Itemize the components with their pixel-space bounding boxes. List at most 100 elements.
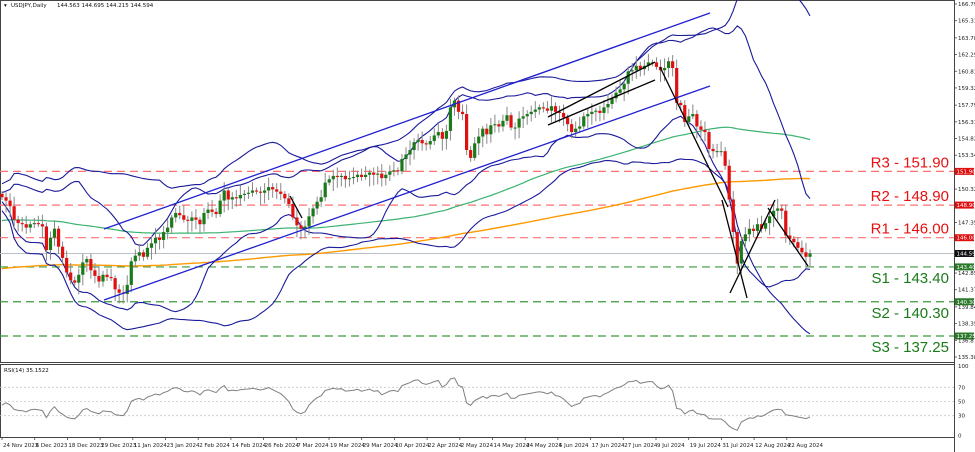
candle [194,209,198,230]
trend-line-down-2[interactable] [721,199,748,299]
candle [646,53,650,71]
candle [238,185,242,206]
candle [178,205,182,220]
candle [16,215,20,232]
level-price-tag [955,332,974,340]
price-tick-label: 166.795 [958,2,975,8]
candle [267,177,271,201]
price-tick-label: 163.780 [958,36,975,42]
trend-line-short[interactable] [289,195,303,219]
candle [32,218,36,229]
candle [683,100,687,127]
trend-line-up-2[interactable] [547,79,656,126]
rsi-line [1,377,811,431]
candle [497,120,501,133]
date-tick-label: 17 Jun 2024 [592,443,626,449]
level-price-tag [955,298,974,306]
candle [40,214,44,239]
candle [654,57,659,70]
date-tick-label: 19 Jul 2024 [690,443,722,449]
candle [73,276,77,286]
candle [525,110,529,125]
candle [149,236,154,260]
trend-line-down-3[interactable] [767,207,809,267]
date-tick-label: 22 Apr 2024 [428,443,463,449]
candle [808,249,812,268]
rsi-plot-frame [0,364,955,438]
price-tick-label: 150.325 [958,187,975,193]
candle [162,225,166,249]
level-price-tag [955,167,974,175]
candle [594,107,598,122]
price-tick-label: 142.855 [958,271,975,277]
candle [351,167,356,185]
level-price-tag-text: 146.000 [957,236,975,242]
price-tick-label: 138.355 [958,322,975,328]
candle [141,249,145,261]
candle [24,215,28,234]
level-label-r1: R1 - 146.00 [871,221,949,238]
candle [271,183,275,198]
candle [81,253,85,286]
symbol-dropdown-icon[interactable]: ▾ [4,3,7,9]
trend-line-down-1[interactable] [659,66,729,208]
candle [796,237,800,252]
candle [218,194,222,217]
candle [485,123,489,144]
candle [275,183,279,199]
candle [436,122,440,139]
price-tick-label: 165.310 [958,19,975,25]
date-tick-label: 14 Feb 2024 [232,443,267,449]
candle [489,118,493,143]
candle [339,173,343,187]
candle [287,193,291,208]
candle [234,189,238,207]
candle [355,170,360,183]
candle [44,222,49,261]
candle [129,257,133,293]
candle [133,249,137,268]
candle [65,250,69,278]
bollinger-lower-band [1,115,811,313]
candle [549,96,554,123]
current-price-tag [955,249,974,257]
candle [509,112,513,131]
candle [85,256,89,272]
candle [743,227,747,250]
date-tick-label: 14 May 2024 [494,443,530,449]
candle [444,124,448,150]
trend-lines [103,12,809,301]
candle [553,102,558,123]
candle [707,129,711,158]
candle [28,221,32,233]
candle [598,105,602,122]
trend-line-up-1[interactable] [547,61,656,118]
symbol-label: USDJPY,Daily [11,3,47,9]
trend-line-up-3[interactable] [729,199,776,294]
level-price-tag [955,263,974,271]
candle [246,186,251,199]
channel-lower-line[interactable] [103,85,711,301]
level-label-s2: S2 - 140.30 [871,305,949,322]
price-tick-label: 157.795 [958,103,975,109]
date-tick-label: 29 Dec 2023 [101,443,137,449]
candle [711,143,715,159]
candle [125,275,129,303]
candle [384,170,388,186]
date-tick-label: 19 Mar 2024 [330,443,365,449]
candle [0,191,4,201]
date-tick-label: 12 Aug 2024 [755,443,791,449]
candle [392,161,396,177]
current-price-tag-text: 144.594 [957,251,975,257]
candle [331,169,335,192]
candle [166,219,170,240]
candle [465,104,469,156]
candle [61,241,65,265]
ohlc-values: 144.563 144.695 144.215 144.594 [57,3,154,9]
candle [376,166,380,185]
channel-upper-line[interactable] [103,12,711,230]
candle [12,196,16,230]
candle [606,94,610,114]
main-plot-frame [0,0,955,363]
